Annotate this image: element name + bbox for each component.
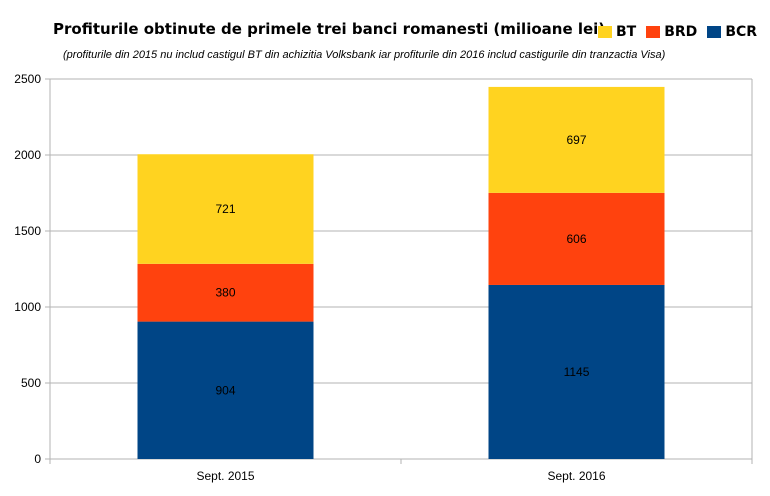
legend-item-bt: BT [598, 24, 636, 40]
y-tick-label: 1500 [14, 224, 41, 238]
y-tick-label: 2500 [14, 72, 41, 86]
data-label-bt: 697 [566, 133, 586, 147]
bar-segment-bcr [137, 321, 314, 459]
legend-swatch [646, 26, 661, 38]
chart-legend: BT BRD BCR [598, 24, 767, 40]
data-label-brd: 380 [215, 286, 235, 300]
bar-segment-bt [137, 154, 314, 264]
chart-title: Profiturile obtinute de primele trei ban… [53, 20, 606, 38]
chart-subtitle: (profiturile din 2015 nu includ castigul… [63, 49, 666, 61]
legend-label: BRD [664, 24, 698, 40]
data-label-bcr: 904 [215, 383, 235, 397]
data-label-bcr: 1145 [564, 365, 590, 379]
y-tick-label: 500 [21, 376, 41, 390]
bar-segment-bt [488, 86, 665, 193]
y-tick-label: 0 [34, 452, 41, 466]
legend-label: BCR [725, 24, 758, 40]
bar-segment-bcr [488, 284, 665, 459]
data-label-brd: 606 [566, 232, 586, 246]
legend-item-bcr: BCR [707, 24, 757, 40]
bar-segment-brd [488, 192, 665, 285]
legend-swatch [707, 26, 722, 38]
legend-swatch [598, 26, 612, 38]
legend-item-brd: BRD [646, 24, 697, 40]
data-label-bt: 721 [215, 202, 235, 216]
y-tick-label: 1000 [14, 300, 41, 314]
x-tick-label: Sept. 2016 [547, 469, 605, 483]
legend-label: BT [616, 24, 637, 40]
x-tick-label: Sept. 2015 [196, 469, 254, 483]
bar-segment-brd [137, 263, 314, 322]
y-tick-label: 2000 [14, 148, 41, 162]
